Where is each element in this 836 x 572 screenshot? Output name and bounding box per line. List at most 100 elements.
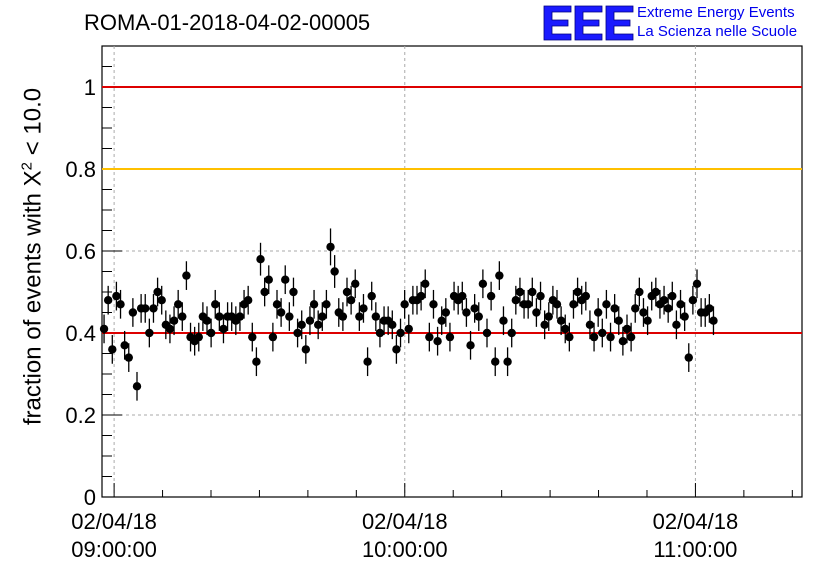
data-point: [445, 332, 455, 342]
data-point: [495, 271, 504, 280]
data-point: [618, 337, 628, 346]
data-point: [293, 328, 302, 338]
data-point: [120, 341, 129, 350]
data-point: [643, 316, 652, 325]
data-point: [478, 279, 488, 288]
data-point: [252, 357, 261, 366]
data-point: [416, 291, 426, 301]
data-point: [614, 316, 623, 325]
data-point: [544, 312, 553, 321]
data-point: [243, 296, 253, 305]
y-axis-label-prefix: fraction of events with: [19, 193, 47, 426]
data-point: [215, 312, 224, 321]
data-point: [709, 316, 718, 325]
data-point: [169, 316, 179, 325]
data-point: [610, 304, 619, 313]
data-point: [503, 357, 512, 366]
data-point: [441, 308, 451, 317]
data-point: [202, 316, 212, 325]
data-point: [260, 287, 269, 297]
y-tick-label: 0.6: [65, 239, 96, 264]
data-point: [112, 291, 121, 301]
y-tick-label: 0: [84, 485, 96, 510]
data-point: [425, 332, 434, 342]
y-axis-label-suffix: < 10.0: [19, 87, 47, 156]
data-point: [322, 300, 331, 309]
data-point: [145, 328, 154, 338]
x-tick-label-date: 02/04/18: [653, 509, 739, 534]
data-point: [561, 324, 570, 334]
data-point: [482, 328, 492, 338]
data-point: [235, 312, 245, 321]
chart-title: ROMA-01-2018-04-02-00005: [84, 10, 371, 35]
data-point: [153, 287, 162, 297]
data-point: [256, 255, 265, 264]
data-point: [305, 316, 315, 325]
data-point: [692, 279, 702, 288]
logo-caption: Extreme Energy Events La Scienza nelle S…: [637, 3, 797, 41]
data-point: [330, 267, 339, 276]
data-point: [99, 324, 109, 334]
data-point: [326, 242, 335, 252]
data-point: [462, 308, 471, 317]
data-point: [396, 328, 405, 338]
data-point: [663, 304, 673, 313]
data-point: [268, 332, 278, 342]
data-point: [276, 308, 286, 317]
y-axis-label-symbol: X: [19, 170, 47, 187]
data-point: [342, 287, 352, 297]
x-tick-label-time: 11:00:00: [653, 537, 737, 562]
data-point: [173, 300, 183, 309]
data-point: [421, 279, 430, 288]
data-point: [540, 320, 549, 329]
data-point: [157, 296, 166, 305]
logo-caption-line2: La Scienza nelle Scuole: [637, 23, 798, 40]
data-point: [606, 332, 615, 342]
x-tick-label-time: 09:00:00: [71, 537, 157, 562]
data-point: [589, 332, 599, 342]
data-point: [639, 308, 648, 317]
data-point: [437, 316, 446, 325]
data-point: [375, 328, 385, 338]
data-point: [132, 382, 142, 391]
data-point: [680, 312, 689, 321]
data-point: [676, 300, 685, 309]
data-point: [272, 300, 282, 309]
data-point: [573, 287, 582, 297]
data-point: [622, 324, 632, 334]
data-point: [351, 279, 360, 288]
y-axis-label-superscript: 2: [18, 161, 36, 171]
data-point: [528, 287, 537, 297]
data-point: [491, 357, 500, 366]
data-point: [651, 287, 661, 297]
data-point: [359, 304, 368, 313]
data-point: [474, 312, 483, 321]
data-point: [178, 312, 187, 321]
data-point: [194, 332, 203, 342]
data-point: [486, 291, 496, 301]
data-point: [346, 296, 356, 305]
data-point: [511, 296, 521, 305]
data-point: [289, 287, 298, 297]
data-point: [103, 296, 113, 305]
data-point: [182, 271, 191, 280]
data-point: [626, 332, 636, 342]
data-point: [429, 300, 438, 309]
data-point: [206, 328, 216, 338]
data-point: [116, 300, 125, 309]
data-point: [556, 316, 566, 325]
data-point: [536, 291, 545, 301]
x-tick-label-date: 02/04/18: [362, 509, 448, 534]
data-point: [297, 320, 306, 329]
data-point: [507, 328, 516, 338]
data-point: [338, 312, 348, 321]
data-point: [141, 304, 150, 313]
data-point: [367, 291, 376, 301]
data-point: [165, 324, 175, 334]
data-point: [400, 300, 409, 309]
x-tick-label-time: 10:00:00: [362, 537, 448, 562]
data-point: [281, 275, 290, 284]
data-point: [264, 275, 273, 284]
data-point: [219, 324, 228, 334]
